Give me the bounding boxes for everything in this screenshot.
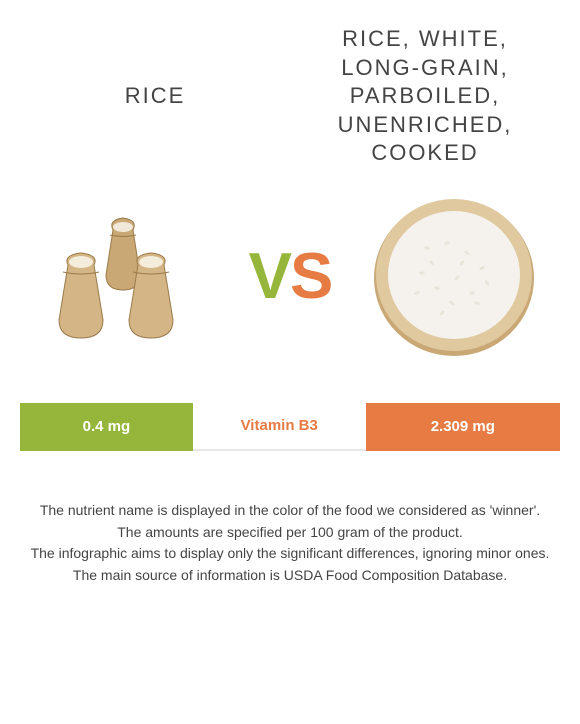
food-right-title: Rice, white, long-grain, parboiled, unen… — [304, 25, 547, 168]
vs-v-letter: V — [249, 239, 290, 312]
footer-line-1: The nutrient name is displayed in the co… — [25, 501, 555, 521]
rice-bowl-icon — [367, 188, 542, 363]
header-row: Rice Rice, white, long-grain, parboiled,… — [20, 25, 560, 168]
food-left-title: Rice — [34, 82, 277, 111]
food-right-image — [367, 188, 542, 363]
rice-sacks-icon — [38, 205, 213, 345]
nutrient-label: Vitamin B3 — [193, 403, 366, 451]
footer-text: The nutrient name is displayed in the co… — [20, 501, 560, 585]
images-row: VS — [20, 188, 560, 363]
vs-label: VS — [249, 238, 332, 313]
food-left-image — [38, 188, 213, 363]
footer-line-2: The amounts are specified per 100 gram o… — [25, 523, 555, 543]
footer-line-4: The main source of information is USDA F… — [25, 566, 555, 586]
left-value-bar: 0.4 mg — [20, 403, 193, 451]
vs-s-letter: S — [290, 239, 331, 312]
right-value-bar: 2.309 mg — [366, 403, 560, 451]
footer-line-3: The infographic aims to display only the… — [25, 544, 555, 564]
comparison-row: 0.4 mg Vitamin B3 2.309 mg — [20, 403, 560, 451]
